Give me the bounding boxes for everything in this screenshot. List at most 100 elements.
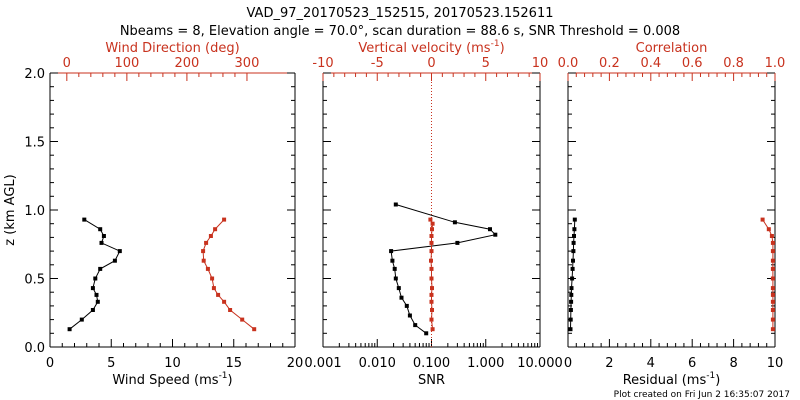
panel-right-series-red-point	[770, 286, 775, 291]
panel-left-series-black-line	[69, 219, 121, 330]
panel-right-series-red-point	[770, 266, 775, 271]
panel-middle-series-red-point	[430, 227, 434, 232]
panel-middle-series-black-point	[404, 303, 409, 308]
panel-left-ytick-label: 2.0	[24, 67, 45, 82]
panel-right-series-red-point	[766, 227, 771, 232]
panel-right-series-red-point	[770, 308, 775, 312]
panel-right-series-black-point	[572, 234, 576, 238]
panel-left-series-red-point	[240, 317, 245, 322]
panel-right-xtick-bottom-label: 6	[688, 356, 696, 371]
panel-middle-series-red-point	[429, 317, 434, 322]
panel-right-series-red-point	[770, 276, 775, 281]
panel-left-series-black-point	[79, 317, 84, 322]
panel-middle-series-red-point	[430, 286, 434, 291]
panel-right-series-red-point	[770, 317, 775, 322]
panel-right-series-black-point	[569, 299, 574, 304]
panel-right-xtick-bottom-label: 8	[729, 356, 737, 371]
panel-right-series-red-point	[760, 217, 765, 222]
panel-middle-series-red-point	[429, 276, 434, 281]
panel-middle-series-red-point	[429, 240, 434, 245]
panel-middle-series-black-line	[390, 204, 497, 334]
panel-left-series-red-point	[252, 327, 257, 332]
panel-middle-series-red-point	[429, 299, 434, 304]
panel-right-series-red-point	[770, 327, 775, 332]
panel-left-xlabel-top: Wind Direction (deg)	[105, 41, 239, 56]
panel-middle-xtick-top-label: 10	[532, 56, 549, 71]
panel-right-series-black-point	[571, 240, 576, 245]
panel-right-xtick-top-label: 0.2	[599, 56, 620, 71]
panel-left-xlabel-bottom: Wind Speed (ms-1)	[112, 371, 232, 388]
panel-right-xtick-bottom-label: 4	[647, 356, 655, 371]
panel-middle-series-red-point	[430, 327, 435, 332]
panel-right-series-black-point	[569, 286, 574, 291]
panel-right-series-black-point	[570, 266, 575, 271]
panel-left-ylabel: z (km AGL)	[3, 174, 18, 245]
panel-right-series-red-point	[770, 292, 775, 297]
panel-left-series-red-point	[205, 266, 210, 271]
panel-left-series-red-point	[211, 286, 216, 291]
panel-left-series-red-point	[210, 276, 215, 281]
panel-right-series-black-point	[571, 249, 576, 254]
panel-middle-series-black-point	[396, 286, 401, 291]
panel-middle-xlabel-top: Vertical velocity (ms-1)	[358, 39, 504, 56]
panel-right-xtick-top-label: 0.8	[723, 56, 744, 71]
panel-middle-series-black-point	[413, 323, 418, 328]
panel-right-xlabel-top: Correlation	[636, 41, 708, 56]
panel-middle-xtick-top-label: 0	[427, 56, 435, 71]
plot-created-footer: Plot created on Fri Jun 2 16:35:07 2017	[614, 390, 790, 400]
panel-middle-xtick-bottom-label: 0.010	[359, 356, 396, 371]
panel-middle-series-black-point	[399, 295, 404, 300]
panel-middle-series-red-point	[429, 292, 434, 297]
panel-middle-series-black-point	[424, 331, 429, 336]
panel-left-series-black-point	[112, 258, 117, 263]
panel-left-ytick-label: 0.5	[24, 273, 45, 288]
panel-middle-series-black-point	[452, 220, 457, 225]
panel-right-xtick-bottom-label: 0	[564, 356, 572, 371]
panel-right-xtick-bottom-label: 10	[767, 356, 784, 371]
panel-middle-series-red-point	[428, 217, 433, 222]
panel-left-series-black-point	[117, 249, 122, 254]
panel-right-series-black-point	[568, 327, 573, 332]
panel-middle-series-black-point	[392, 266, 397, 271]
panel-middle-series-red-point	[429, 234, 434, 238]
panel-left-series-black-point	[94, 292, 99, 297]
panel-right-xtick-top-label: 0.4	[640, 56, 661, 71]
panel-right-series-red-point	[770, 249, 775, 254]
panel-left-series-black-point	[98, 266, 103, 271]
panel-right-series-black-point	[568, 317, 573, 322]
panel-left-series-red-point	[222, 217, 227, 222]
panel-left-series-black-point	[82, 217, 87, 222]
panel-middle-xtick-bottom-label: 10.000	[517, 356, 563, 371]
panel-middle-series-black-point	[393, 202, 398, 207]
panel-left-xtick-top-label: 300	[235, 56, 260, 71]
panel-left-series-red-point	[201, 249, 206, 254]
panel-left-ytick-label: 1.0	[24, 204, 45, 219]
panel-right-xtick-top-label: 0.6	[682, 56, 703, 71]
panel-left-series-red-point	[228, 308, 233, 312]
panel-left-series-black-point	[101, 234, 106, 238]
panel-right-series-red-point	[770, 299, 775, 304]
panel-middle-xtick-bottom-label: 0.100	[413, 356, 450, 371]
figure-title-line1: VAD_97_20170523_152515, 20170523.152611	[247, 6, 554, 21]
panel-right-xlabel-bottom: Residual (ms-1)	[623, 371, 721, 388]
panel-left-xtick-bottom-label: 15	[225, 356, 242, 371]
panel-left-series-red-point	[216, 292, 221, 297]
panel-middle-xtick-bottom-label: 1.000	[467, 356, 504, 371]
panel-middle-series-black-point	[393, 276, 398, 281]
figure-title-line2: Nbeams = 8, Elevation angle = 70.0°, sca…	[120, 24, 680, 39]
panel-left-series-red-point	[213, 227, 218, 232]
panel-left-series-red-point	[201, 258, 206, 263]
panel-middle-series-red-point	[429, 249, 434, 254]
panel-left-series-black-point	[99, 240, 104, 245]
panel-right-series-red-point	[770, 258, 775, 263]
panel-left-series-black-point	[95, 299, 100, 304]
panel-right-xtick-top-label: 0.0	[558, 56, 579, 71]
panel-middle-series-black-point	[455, 240, 460, 245]
panel-right-series-black-point	[569, 292, 574, 297]
panel-right-series-red-point	[770, 240, 775, 245]
panel-left-xtick-top-label: 0	[63, 56, 71, 71]
panel-left-series-black-point	[90, 286, 95, 291]
panel-right-xtick-bottom-label: 2	[605, 356, 613, 371]
panel-left-xtick-bottom-label: 10	[164, 356, 181, 371]
